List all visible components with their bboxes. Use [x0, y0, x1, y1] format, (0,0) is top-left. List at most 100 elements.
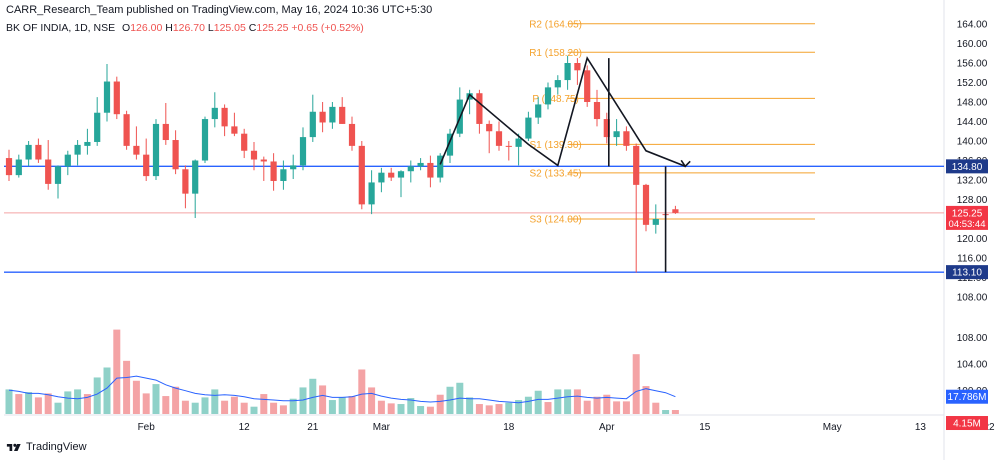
- brand-name: TradingView: [26, 441, 87, 453]
- time-tick-label: 13: [915, 422, 927, 433]
- volume-bar: [662, 410, 670, 414]
- volume-label: 4.15M: [953, 419, 981, 430]
- volume-bar: [152, 384, 160, 414]
- volume-bar: [132, 380, 140, 414]
- volume-bar: [368, 387, 376, 414]
- volume-bar: [495, 404, 503, 414]
- volume-bar: [5, 389, 13, 414]
- time-tick-label: 15: [699, 422, 711, 433]
- candle-body: [672, 209, 679, 213]
- pivot-label: P (148.75): [532, 94, 579, 105]
- volume-bar: [172, 386, 180, 414]
- candle-body: [241, 133, 248, 151]
- candle-body: [642, 184, 650, 225]
- candle-body: [54, 166, 62, 184]
- high-key: H: [165, 22, 173, 34]
- candle-body: [319, 111, 326, 123]
- time-tick-label: 12: [239, 422, 251, 433]
- price-tick-label: 116.00: [957, 254, 987, 265]
- volume-bar: [524, 396, 532, 414]
- candle-body: [231, 126, 238, 134]
- time-tick-label: 18: [503, 422, 515, 433]
- volume-bar: [211, 389, 219, 414]
- volume-bar: [583, 400, 591, 414]
- candle-body: [486, 123, 493, 132]
- volume-bar: [162, 396, 170, 414]
- volume-bar: [123, 360, 131, 414]
- candle-body: [45, 159, 52, 184]
- time-tick-label: May: [823, 422, 842, 433]
- volume-bar: [270, 402, 278, 414]
- support-level-label-bg: [946, 159, 988, 174]
- volume-bar: [505, 402, 513, 414]
- candle-body: [623, 131, 630, 146]
- candle-body: [584, 70, 591, 102]
- candle-body: [339, 106, 346, 124]
- pattern-arrowhead: [680, 159, 691, 168]
- volume-bar: [93, 377, 101, 414]
- candle-body: [358, 145, 365, 205]
- candle-body: [94, 112, 101, 142]
- candle-body: [603, 119, 610, 138]
- volume-bar: [358, 369, 366, 414]
- volume-ma-line: [8, 375, 676, 404]
- volume-bar: [240, 402, 248, 414]
- candle-body: [388, 172, 395, 178]
- volume-bar: [201, 397, 209, 414]
- pattern-line: [439, 56, 686, 168]
- price-tick-label: 148.00: [957, 98, 988, 109]
- last-price-tag-bg: [946, 205, 988, 230]
- volume-bar: [83, 394, 91, 414]
- tradingview-brand[interactable]: TradingView: [6, 441, 87, 453]
- pivot-label: S2 (133.45): [529, 168, 581, 179]
- candle-body: [15, 159, 22, 176]
- price-tick-label: 108.00: [957, 293, 988, 304]
- time-tick-label: Feb: [138, 422, 156, 433]
- candle-body: [476, 93, 483, 124]
- volume-bar: [671, 410, 679, 414]
- candle-body: [554, 80, 561, 88]
- candle-body: [446, 133, 454, 156]
- volume-bar: [642, 386, 650, 414]
- candle-body: [64, 154, 71, 167]
- pivot-label: R2 (164.05): [529, 19, 582, 30]
- price-tick-label: 132.00: [957, 176, 988, 187]
- volume-bar: [534, 390, 542, 414]
- close-key: C: [248, 22, 257, 34]
- countdown-label: 04:53:44: [949, 219, 986, 230]
- candle-body: [544, 87, 552, 105]
- candle-body: [593, 102, 601, 120]
- candle-body: [407, 166, 414, 172]
- volume-bar: [328, 400, 336, 414]
- candle-body: [84, 141, 91, 146]
- volume-tag-bg: [946, 416, 988, 431]
- candle-body: [652, 219, 659, 225]
- candle-body: [192, 160, 199, 194]
- tradingview-logo-icon: [6, 443, 21, 451]
- candle-body: [103, 81, 111, 113]
- publish-info: CARR_Research_Team published on TradingV…: [6, 4, 433, 16]
- volume-bar: [260, 394, 268, 414]
- volume-bar: [417, 406, 425, 414]
- price-tick-label: 140.00: [957, 137, 988, 148]
- symbol-label: BK OF INDIA, 1D, NSE: [6, 22, 116, 34]
- candle-body: [172, 140, 179, 170]
- candle-body: [201, 119, 209, 161]
- volume-bar: [554, 389, 562, 414]
- price-tick-label: 164.00: [957, 20, 988, 31]
- time-tick-label: Apr: [599, 422, 615, 433]
- candle-body: [221, 107, 228, 127]
- candle-body: [574, 63, 581, 71]
- candle-body: [123, 114, 130, 146]
- support-level-label: 113.10: [952, 268, 982, 279]
- low-key: L: [207, 22, 214, 34]
- open-value: 126.00: [130, 22, 163, 34]
- pivot-label: S3 (124.00): [529, 215, 581, 226]
- candle-body: [417, 162, 424, 167]
- candle-body: [368, 182, 375, 205]
- volume-bar: [485, 405, 493, 414]
- change-value: +0.65 (+0.52%): [291, 22, 364, 34]
- candle-body: [182, 169, 189, 194]
- volume-tick-label: 108.00: [957, 333, 988, 344]
